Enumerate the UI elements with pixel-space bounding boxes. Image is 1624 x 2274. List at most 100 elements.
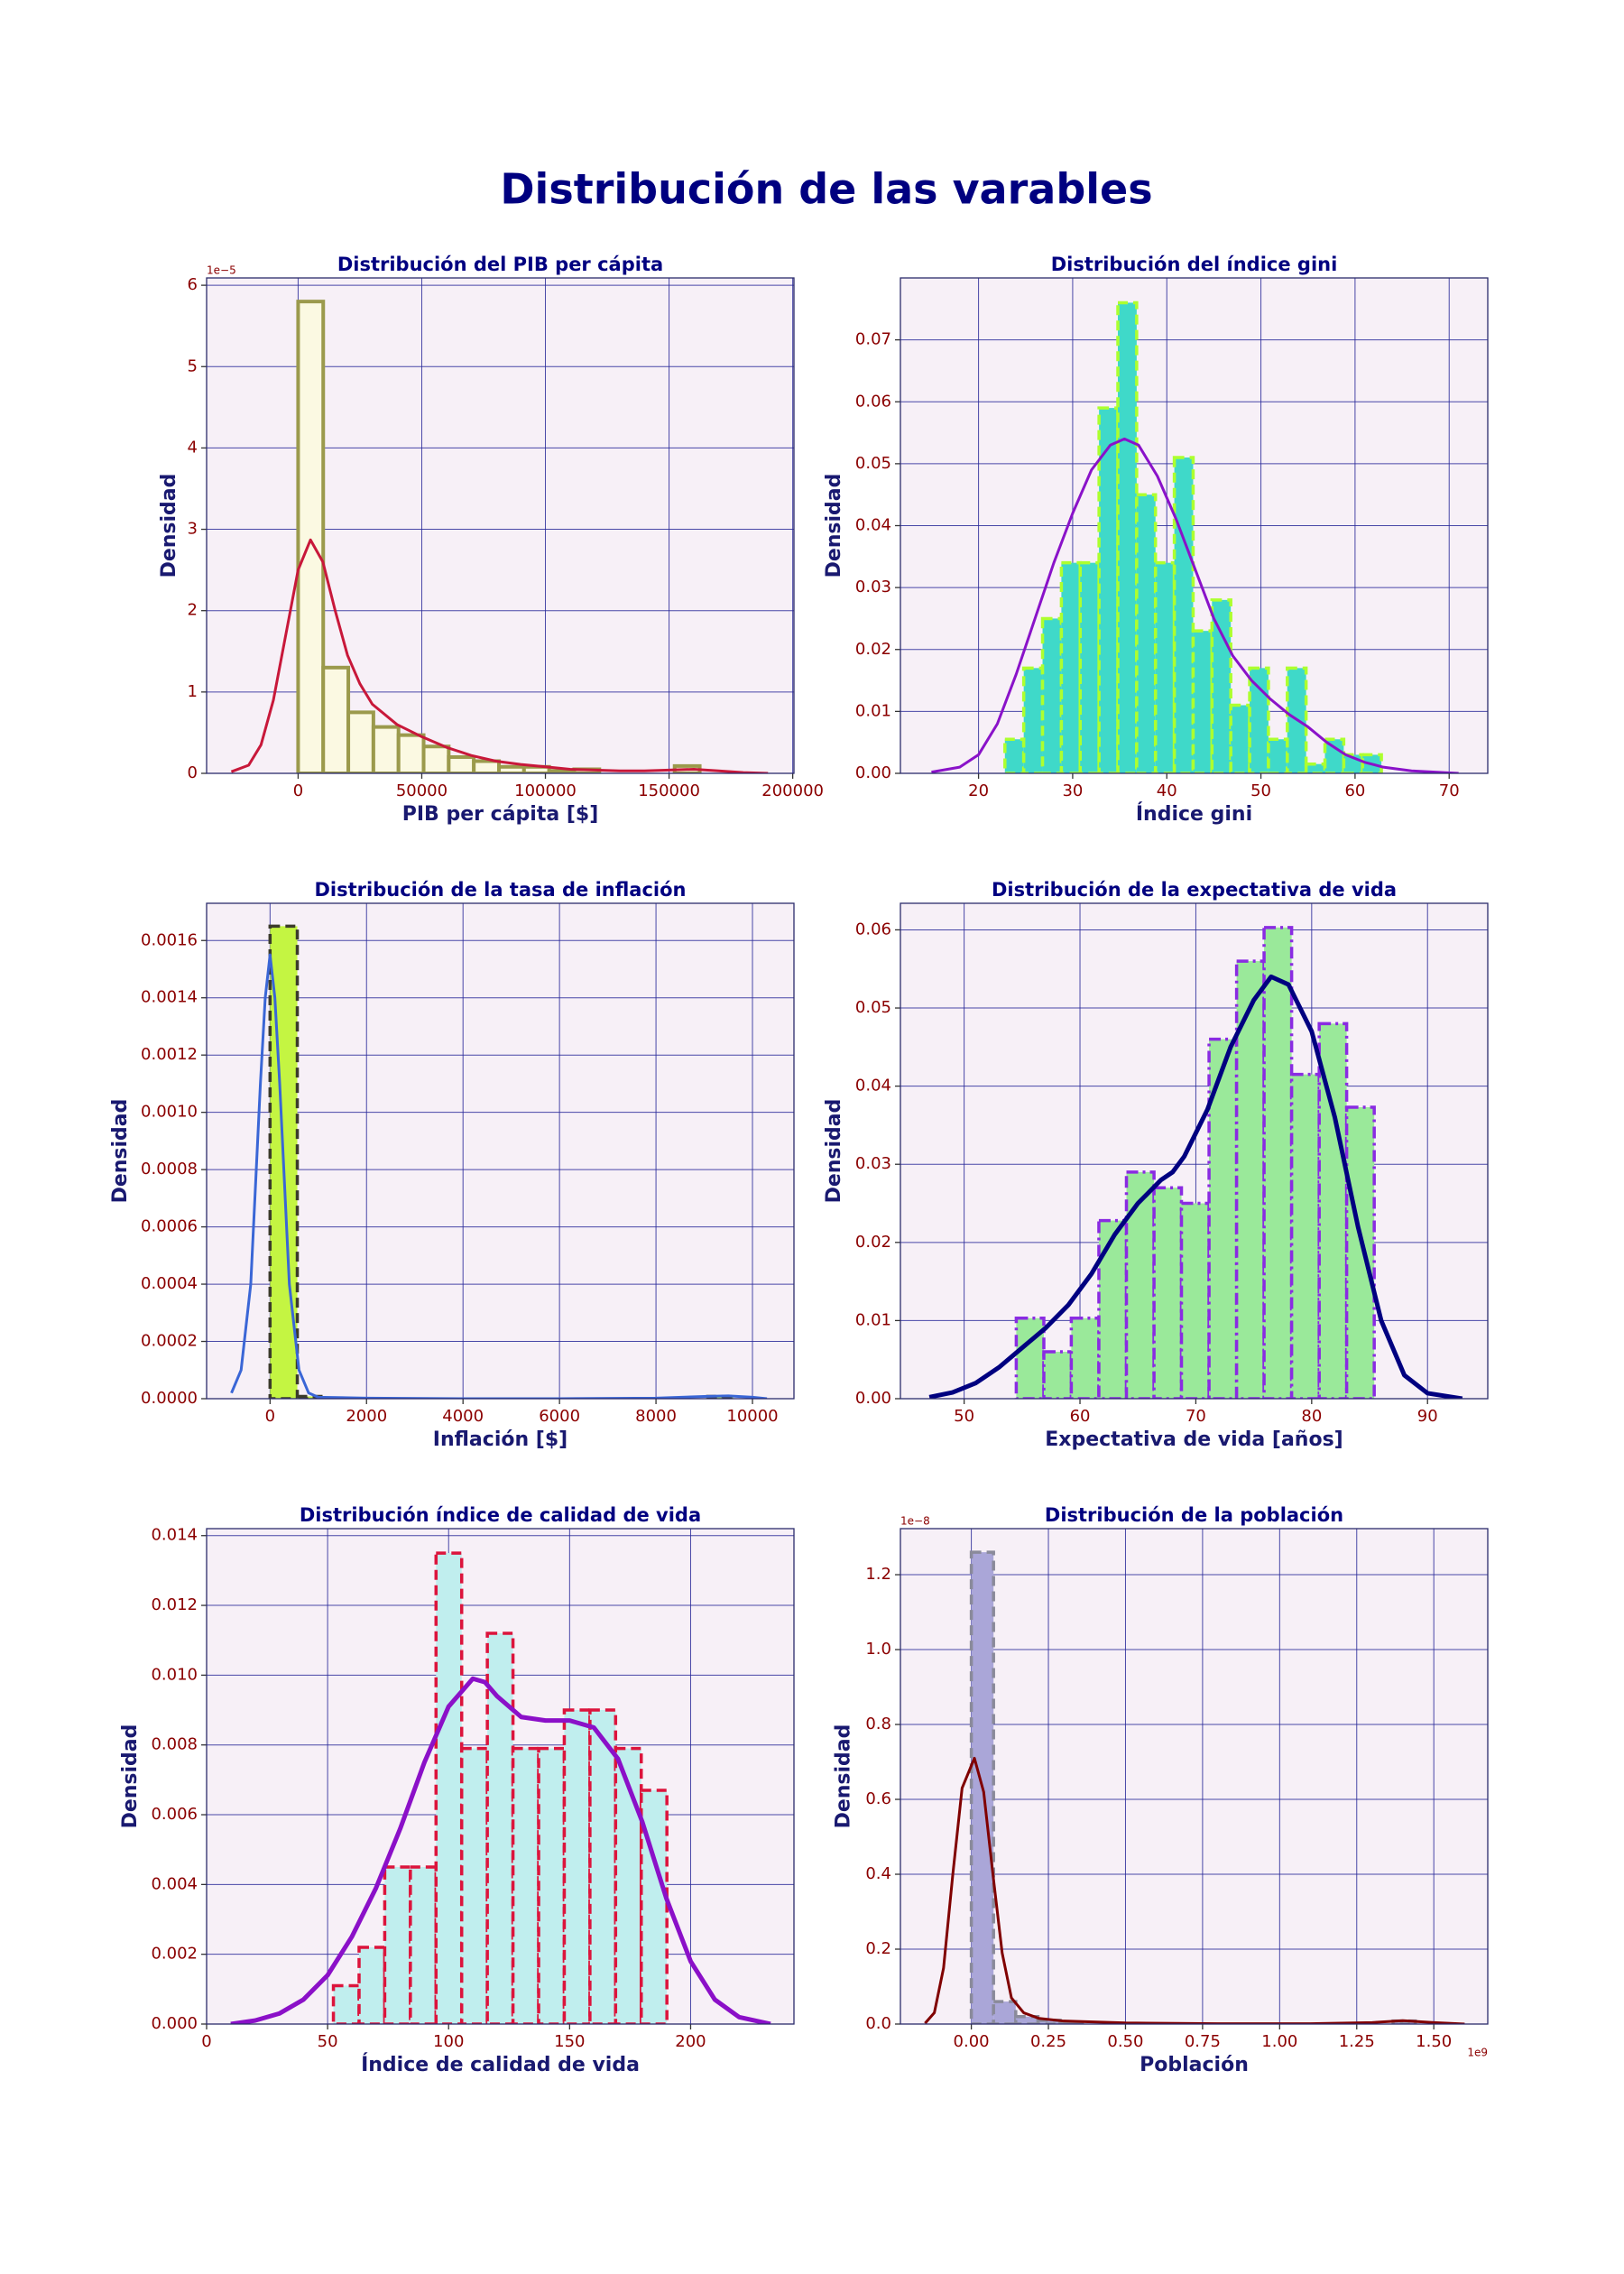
axes-frame [206, 277, 795, 774]
x-tick-label: 40 [1157, 781, 1177, 800]
subplot-title: Distribución de la población [1045, 1504, 1343, 1526]
x-axis-label: Inflación [$] [433, 1428, 567, 1451]
y-axis-label: Densidad [109, 1099, 132, 1204]
subplot: 0.00 0.01 0.02 0.03 0.04 0.05 0.06 0.07 20 30 40 50… [823, 254, 1489, 826]
y-tick-label: 0.0016 [141, 930, 198, 949]
y-tick-label: 0.02 [855, 640, 891, 659]
histogram-bar [1014, 2014, 1040, 2024]
histogram-bar [1229, 703, 1251, 773]
y-tick-label: 0.6 [865, 1789, 891, 1808]
plot-area [900, 1529, 1488, 2024]
x-tick-label: 150 [554, 2032, 585, 2051]
histogram-bar [1289, 1072, 1321, 1399]
y-tick-label: 0.0012 [141, 1045, 198, 1064]
y-tick-label: 0.2 [865, 1939, 891, 1958]
histogram-bar [1248, 666, 1270, 773]
y-tick-label: 0 [188, 763, 198, 782]
histogram-bar [511, 1746, 540, 2024]
y-axis-label: Densidad [119, 1724, 142, 1829]
histogram-bar [1172, 456, 1195, 773]
axes-frame [206, 902, 795, 1400]
histogram-bar [614, 1746, 643, 2024]
x-axis-label: Índice de calidad de vida [361, 2053, 640, 2076]
plot-area [207, 278, 794, 773]
histogram-bar [1097, 1218, 1129, 1399]
grid [207, 903, 794, 1399]
y-tick-label: 0.00 [855, 1389, 891, 1408]
histogram-bar [1267, 737, 1289, 773]
subplot: 0.0 0.2 0.4 0.6 0.8 1.0 1.2 0.00 0.25 0.50 0.75 1.0… [833, 1504, 1489, 2076]
marks [230, 924, 768, 1399]
y-tick-label: 0.03 [855, 578, 891, 596]
axes-frame [206, 1528, 795, 2025]
x-tick-label: 50000 [396, 781, 448, 800]
x-tick-label: 90 [1417, 1407, 1438, 1426]
x-axis-label: Población [1140, 2054, 1249, 2076]
x-tick-label: 70 [1186, 1407, 1206, 1426]
histogram-bar [472, 759, 501, 773]
kde-line [230, 1676, 771, 2024]
y-tick-label: 0.02 [855, 1233, 891, 1252]
y-tick-label: 1 [188, 682, 198, 701]
x-tick-label: 6000 [539, 1407, 580, 1426]
histogram-bar [1262, 926, 1294, 1399]
y-tick-label: 0.00 [855, 763, 891, 782]
histogram-bar [1191, 629, 1214, 773]
y-axis-label: Densidad [158, 474, 180, 578]
histogram-bar [421, 744, 451, 773]
y-axis-label: Densidad [823, 1099, 845, 1204]
y-axis-label: Densidad [833, 1724, 855, 1829]
marks [230, 1551, 771, 2024]
y-tick-label: 2 [188, 601, 198, 620]
histogram-bar [434, 1551, 464, 2024]
histogram-bar [1040, 616, 1064, 773]
x-tick-label: 80 [1301, 1407, 1322, 1426]
y-tick-label: 0.004 [151, 1874, 198, 1893]
x-tick-label: 0 [265, 1407, 275, 1426]
histogram-bar [331, 1983, 361, 2024]
plot-area [207, 903, 794, 1399]
y-tick-label: 4 [188, 438, 198, 457]
histogram-bar [1210, 598, 1232, 773]
x-tick-label: 0.75 [1185, 2032, 1221, 2051]
y-tick-label: 0.008 [151, 1735, 198, 1754]
subplot: 0.00 0.01 0.02 0.03 0.04 0.05 0.06 50 60 70 80 90 Di… [823, 879, 1489, 1451]
x-tick-label: 0 [201, 2032, 211, 2051]
x-tick-label: 50 [954, 1407, 974, 1426]
histogram-bar [321, 665, 351, 773]
y-tick-label: 5 [188, 356, 198, 375]
kde-line [924, 1756, 1465, 2024]
histogram-bar [371, 725, 401, 773]
histogram-bar [1179, 1201, 1211, 1399]
y-tick-label: 0.014 [151, 1526, 198, 1545]
histogram-bar [1116, 300, 1139, 773]
marks [924, 1550, 1465, 2024]
marks [928, 926, 1463, 1399]
histogram-bar [537, 1746, 567, 2024]
x-tick-label: 0.50 [1107, 2032, 1143, 2051]
y-tick-label: 0.010 [151, 1665, 198, 1684]
y-tick-label: 0.03 [855, 1154, 891, 1173]
axes-frame [900, 277, 1489, 774]
histogram-bar [296, 300, 326, 773]
histogram-bar [383, 1865, 412, 2024]
y-tick-label: 0.01 [855, 1310, 891, 1329]
y-offset-text: 1e−5 [207, 264, 236, 277]
histogram-bar [1059, 560, 1083, 773]
y-offset-text: 1e−8 [900, 1515, 930, 1528]
kde-line [931, 437, 1459, 773]
subplot-title: Distribución del índice gini [1051, 254, 1338, 275]
histogram-bar [1304, 762, 1327, 773]
y-tick-label: 0.05 [855, 998, 891, 1017]
x-tick-label: 4000 [442, 1407, 484, 1426]
x-tick-label: 150000 [638, 781, 700, 800]
histogram-bar [1042, 1350, 1074, 1399]
y-tick-label: 0.0002 [141, 1332, 198, 1351]
histogram-bar [588, 1708, 618, 2024]
subplot: 0 1 2 3 4 5 6 0 50000 100000 150000 200000 Distribuc… [158, 254, 824, 826]
y-tick-label: 0.06 [855, 920, 891, 938]
x-tick-label: 50 [1250, 781, 1271, 800]
x-tick-label: 20 [968, 781, 989, 800]
y-tick-label: 6 [188, 275, 198, 294]
